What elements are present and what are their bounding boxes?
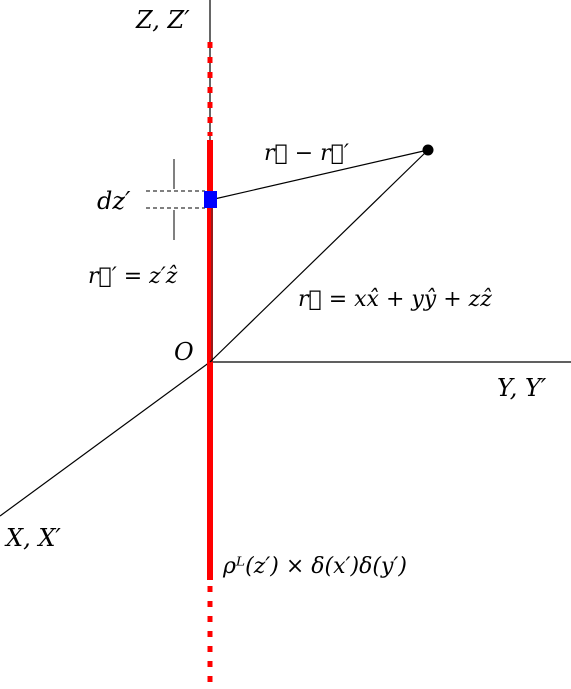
r-minus-r-prime-label: r⃗ − r⃗′ (264, 141, 349, 166)
x-axis (0, 361, 211, 517)
r-vector (209, 149, 429, 363)
y-axis-label: Y, Y′ (497, 374, 547, 402)
r-prime-label: r⃗′ = z′ẑ (88, 264, 178, 289)
x-axis-label: X, X′ (4, 524, 61, 552)
field-point (422, 144, 434, 156)
dz-label: dz′ (97, 187, 131, 215)
charge-element (204, 191, 217, 208)
z-axis-label: Z, Z′ (135, 6, 190, 34)
r-vector-label: r⃗ = xx̂ + yŷ + zẑ (298, 287, 492, 312)
origin-label: O (174, 338, 194, 366)
r-minus-r-prime-vector (209, 149, 429, 201)
line-charge-label: ρᴸ(z′) × δ(x′)δ(y′) (222, 554, 407, 579)
